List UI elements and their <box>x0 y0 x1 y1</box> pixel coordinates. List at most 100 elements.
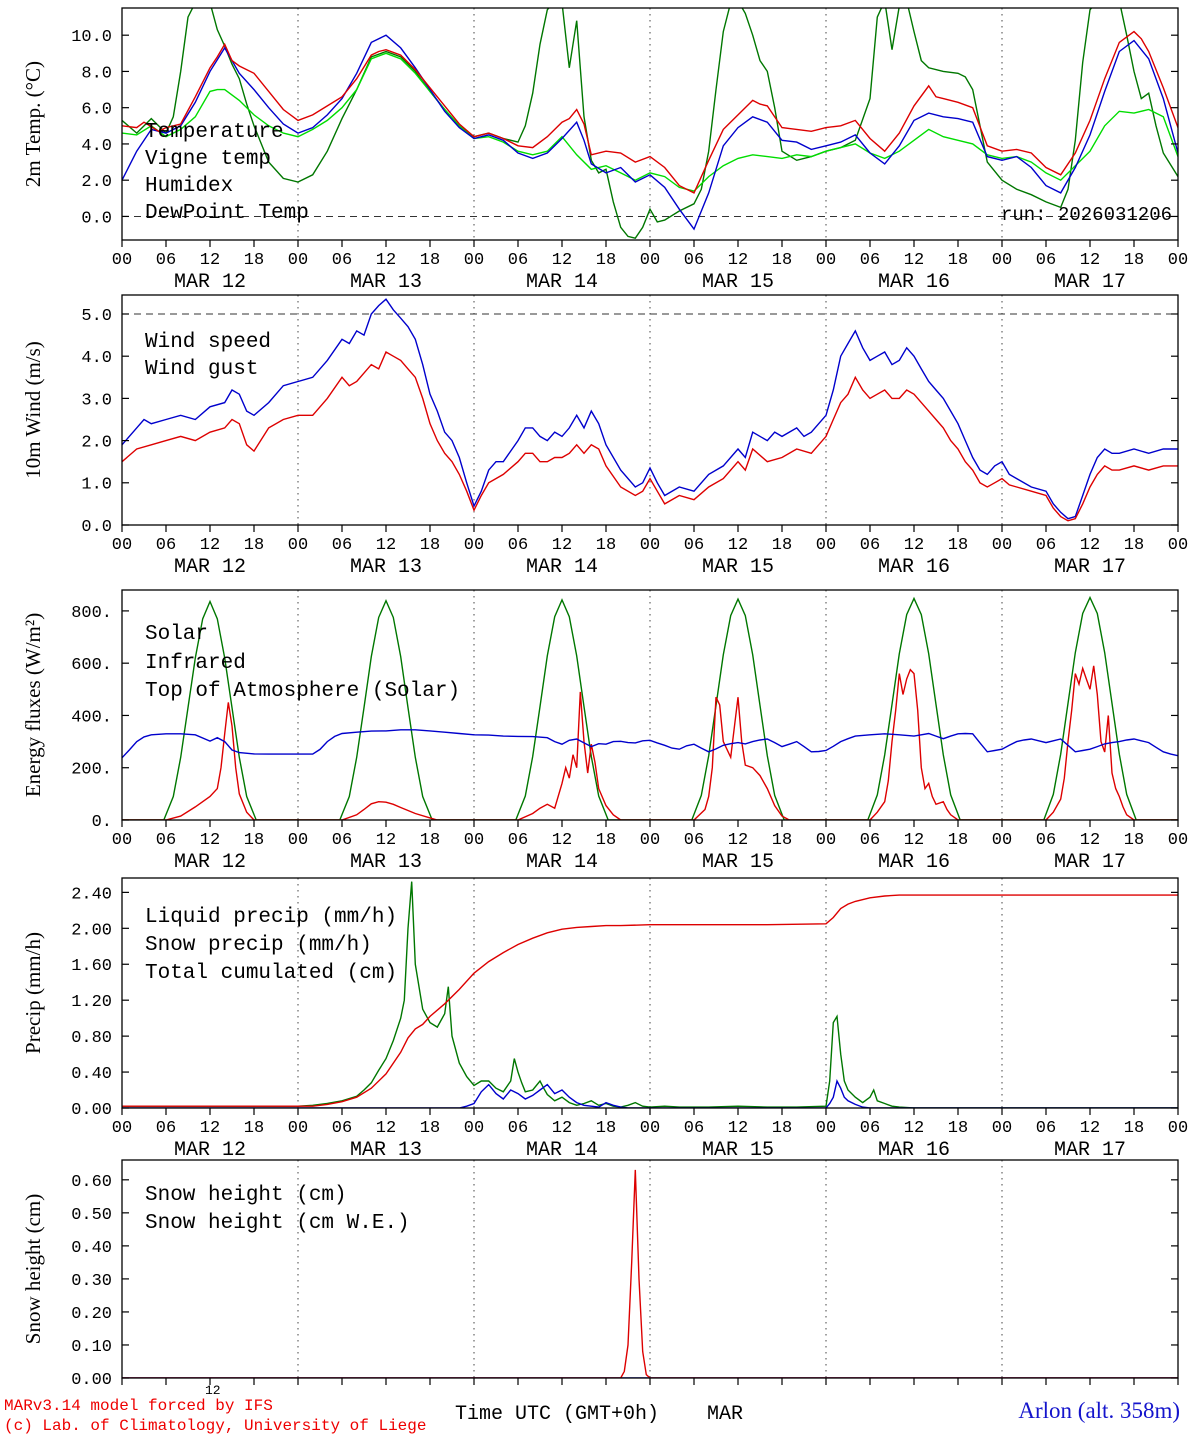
x-tick-label: 00 <box>112 536 132 555</box>
day-label: MAR 17 <box>1054 271 1126 294</box>
x-tick-label: 12 <box>376 831 396 850</box>
y-tick-label: 0.40 <box>71 1065 112 1084</box>
day-label: MAR 13 <box>350 271 422 294</box>
x-tick-label: 00 <box>464 1119 484 1138</box>
x-tick-label: 00 <box>640 251 660 270</box>
y-tick-label: 0.00 <box>71 1371 112 1390</box>
x-tick-label: 18 <box>420 251 440 270</box>
y-tick-label: 1.20 <box>71 993 112 1012</box>
x-tick-label: 00 <box>640 1119 660 1138</box>
x-tick-label: 06 <box>156 536 176 555</box>
x-tick-label: 12 <box>376 251 396 270</box>
y-tick-label: 600. <box>71 656 112 675</box>
y-tick-label: 1.0 <box>81 476 112 495</box>
y-tick-label: 0.20 <box>71 1305 112 1324</box>
day-label: MAR 14 <box>526 271 598 294</box>
series-infrared <box>122 729 1178 759</box>
y-tick-label: 0.60 <box>71 1173 112 1192</box>
y-tick-label: 0. <box>92 813 112 832</box>
y-tick-label: 0.80 <box>71 1029 112 1048</box>
x-tick-label: 00 <box>816 831 836 850</box>
day-label: MAR 13 <box>350 851 422 874</box>
y-tick-label: 200. <box>71 761 112 780</box>
legend-total-cumulated: Total cumulated (cm) <box>145 962 397 985</box>
x-tick-label: 12 <box>200 536 220 555</box>
series-wind-gust <box>122 298 1178 520</box>
series-top-of-atmosphere <box>122 595 1178 820</box>
x-tick-label: 12 <box>904 536 924 555</box>
x-tick-label: 18 <box>420 831 440 850</box>
x-tick-label: 06 <box>508 251 528 270</box>
x-tick-label: 00 <box>1168 536 1188 555</box>
y-tick-label: 2.00 <box>71 921 112 940</box>
x-tick-label: 06 <box>332 536 352 555</box>
x-tick-label: 00 <box>640 536 660 555</box>
x-tick-label: 00 <box>992 831 1012 850</box>
x-tick-label: 18 <box>772 1119 792 1138</box>
day-label: MAR 12 <box>174 556 246 579</box>
x-tick-label: 00 <box>816 536 836 555</box>
day-label: MAR 16 <box>878 1139 950 1162</box>
series-solar <box>122 665 1178 820</box>
x-tick-label: 00 <box>464 831 484 850</box>
station-label: Arlon (alt. 358m) <box>1018 1398 1180 1423</box>
x-tick-label: 00 <box>1168 1119 1188 1138</box>
y-tick-label: 1.60 <box>71 957 112 976</box>
series-humidex <box>122 34 1178 231</box>
x-tick-label: 00 <box>464 251 484 270</box>
x-tick-label: 06 <box>156 831 176 850</box>
y-tick-label: 3.0 <box>81 391 112 410</box>
legend-vigne-temp: Vigne temp <box>145 148 271 171</box>
x-tick-label: 00 <box>816 1119 836 1138</box>
x-tick-label: 00 <box>288 536 308 555</box>
x-tick-label: 12 <box>552 536 572 555</box>
x-tick-label: 00 <box>288 831 308 850</box>
x-tick-label: 12 <box>200 831 220 850</box>
y-tick-label: 0.00 <box>71 1101 112 1120</box>
x-tick-label: 06 <box>156 251 176 270</box>
legend-dewpoint-temp: DewPoint Temp <box>145 202 309 225</box>
x-tick-label: 06 <box>1036 1119 1056 1138</box>
x-tick-label: 06 <box>860 1119 880 1138</box>
x-tick-label: 06 <box>684 251 704 270</box>
y-tick-label: 0.10 <box>71 1338 112 1357</box>
y-tick-label: 800. <box>71 604 112 623</box>
y-tick-label: 6.0 <box>81 101 112 120</box>
day-label: MAR 16 <box>878 271 950 294</box>
x-tick-label: 00 <box>112 1119 132 1138</box>
series-group <box>122 1169 1178 1378</box>
x-tick-label: 00 <box>992 1119 1012 1138</box>
legend-top-of-atmosphere: Top of Atmosphere (Solar) <box>145 680 460 703</box>
legend-humidex: Humidex <box>145 175 233 198</box>
x-tick-label: 00 <box>288 251 308 270</box>
x-tick-label: 18 <box>772 251 792 270</box>
y-tick-label: 2.40 <box>71 885 112 904</box>
x-tick-label: 18 <box>244 536 264 555</box>
legend-infrared: Infrared <box>145 652 246 675</box>
x-tick-label: 18 <box>1124 536 1144 555</box>
series-dewpoint-temp <box>122 52 1178 192</box>
y-axis-title: Snow height (cm) <box>21 1194 45 1344</box>
x-tick-label: 12 <box>904 251 924 270</box>
day-label: MAR 14 <box>526 1139 598 1162</box>
x-tick-label: 18 <box>772 831 792 850</box>
x-tick-label: 12 <box>200 1119 220 1138</box>
series-group <box>122 8 1178 239</box>
stray-tick-label: 12 <box>205 1383 221 1398</box>
legend-snow-height-we: Snow height (cm W.E.) <box>145 1212 410 1235</box>
day-label: MAR 16 <box>878 556 950 579</box>
day-label: MAR 15 <box>702 271 774 294</box>
panel-temperature: 0.0 2.0 4.0 6.0 8.0 10.0 00 06 12 18 00 06 12 18 00 06 1… <box>21 7 1188 294</box>
day-label: MAR 14 <box>526 851 598 874</box>
series-liquid-precip <box>122 881 1178 1108</box>
x-tick-label: 18 <box>596 536 616 555</box>
legend-wind-speed: Wind speed <box>145 331 271 354</box>
x-tick-label: 18 <box>1124 251 1144 270</box>
day-label: MAR 12 <box>174 1139 246 1162</box>
x-tick-label: 18 <box>244 831 264 850</box>
time-axis-label: Time UTC (GMT+0h) MAR <box>455 1403 744 1426</box>
x-tick-label: 12 <box>728 1119 748 1138</box>
x-tick-label: 18 <box>772 536 792 555</box>
x-tick-label: 00 <box>992 251 1012 270</box>
